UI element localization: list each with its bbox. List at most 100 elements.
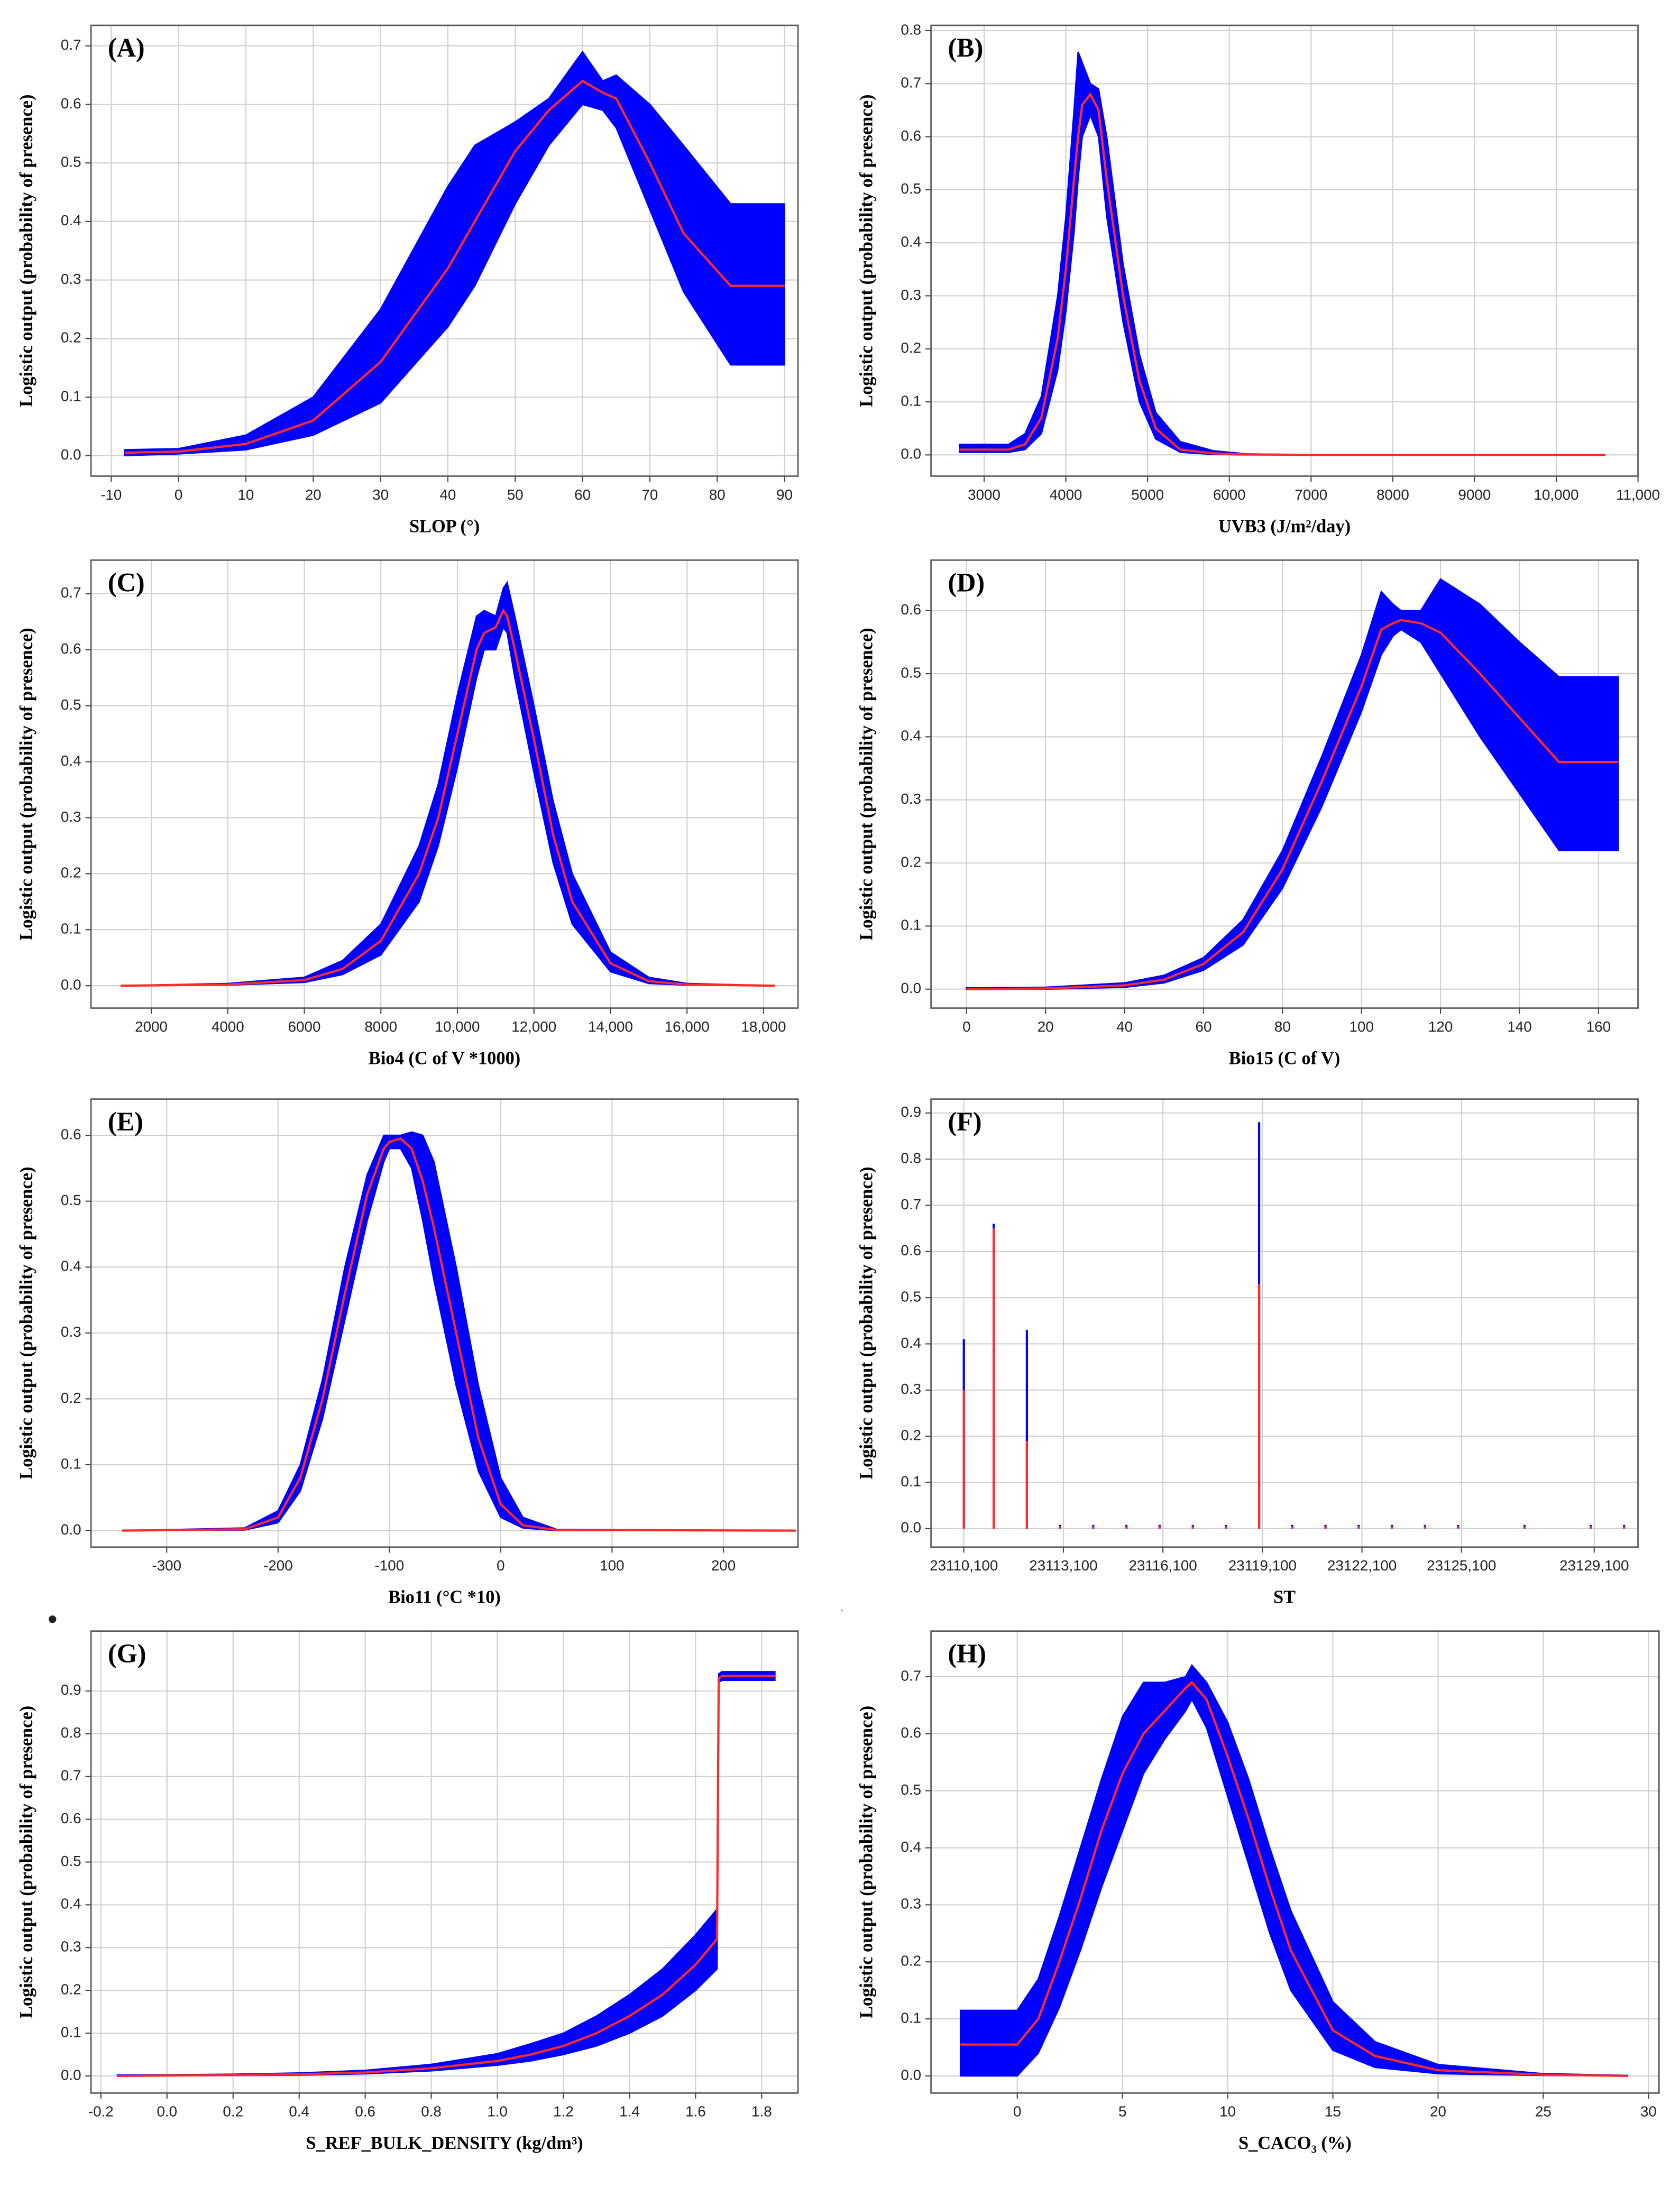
mean-line	[124, 79, 785, 454]
stray-comma: ,	[840, 1600, 844, 1614]
plot-frame	[90, 1098, 799, 1548]
x-tick-label: 23110,100	[930, 1557, 998, 1574]
x-tick-label: 160	[1586, 1018, 1611, 1035]
y-tick-label: 0.3	[61, 1938, 81, 1955]
x-tick-label: 20	[1430, 2103, 1446, 2120]
x-tick-label: 0	[1013, 2103, 1021, 2120]
y-tick-label: 0.0	[901, 980, 921, 996]
y-tick-label: 0.2	[61, 1981, 81, 1998]
y-tick-label: 0.1	[61, 2024, 81, 2040]
x-tick-label: 7000	[1295, 486, 1327, 503]
confidence-band	[966, 578, 1619, 990]
y-tick-label: 0.0	[901, 1519, 921, 1536]
x-axis-label: UVB3 (J/m²/day)	[1218, 516, 1351, 536]
y-tick-label: 0.4	[61, 212, 81, 228]
y-tick-label: 0.6	[61, 95, 81, 112]
x-axis-label: Bio4 (C of V *1000)	[369, 1048, 520, 1068]
chart-panel: 0 5 10 15 20 25 30 0.0 0.1 0.2 0.3 0.4 0.5 0.6 0.7 (H) S…	[856, 1630, 1660, 2153]
y-tick-label: 0.1	[901, 1473, 921, 1490]
panel-label: (A)	[108, 33, 145, 62]
y-tick-label: 0.7	[901, 1667, 921, 1684]
x-tick-label: 3000	[968, 486, 1000, 503]
y-tick-label: 0.5	[61, 696, 81, 713]
x-tick-label: -300	[152, 1557, 181, 1574]
x-tick-label: 60	[1196, 1018, 1212, 1035]
y-tick-label: 0.7	[61, 584, 81, 601]
y-tick-label: 0.2	[901, 1953, 921, 1969]
y-tick-label: 0.4	[61, 1896, 81, 1912]
plot-frame	[90, 559, 799, 1009]
y-tick-label: 0.1	[901, 917, 921, 933]
x-tick-label: 1.2	[553, 2103, 574, 2120]
mean-line	[966, 619, 1619, 990]
x-tick-label: 23129,100	[1559, 1557, 1629, 1574]
x-tick-label: -200	[263, 1557, 293, 1574]
y-tick-label: 0.2	[61, 329, 81, 346]
x-axis-label: S_REF_BULK_DENSITY (kg/dm³)	[306, 2133, 583, 2153]
x-tick-label: 1.8	[751, 2103, 772, 2120]
panel-label: (C)	[108, 568, 145, 598]
plot-frame	[930, 1630, 1660, 2094]
x-tick-label: 18,000	[741, 1018, 786, 1035]
y-tick-label: 0.6	[61, 1810, 81, 1826]
plot-frame	[930, 1098, 1639, 1548]
plot-area	[931, 1099, 1638, 1547]
x-tick-label: 0	[962, 1018, 970, 1035]
x-tick-label: 0.0	[157, 2103, 177, 2120]
x-tick-label: 23119,100	[1228, 1557, 1297, 1574]
plot-frame	[90, 24, 799, 477]
x-tick-label: 200	[711, 1557, 736, 1574]
panel-label: (B)	[948, 33, 983, 62]
x-tick-label: 40	[439, 486, 456, 503]
x-tick-label: 80	[1274, 1018, 1291, 1035]
x-tick-label: 12,000	[511, 1018, 556, 1035]
x-tick-label: 140	[1507, 1018, 1531, 1035]
y-tick-label: 0.8	[61, 1724, 81, 1741]
y-tick-label: 0.0	[901, 2066, 921, 2083]
y-axis-label: Logistic output (probability of presence…	[856, 1706, 876, 2018]
y-tick-label: 0.4	[901, 1335, 921, 1351]
y-tick-label: 0.1	[61, 1455, 81, 1472]
y-tick-label: 0.5	[901, 1781, 921, 1798]
y-tick-label: 0.3	[901, 287, 921, 303]
chart-panel: 2000 4000 6000 8000 10,000 12,000 14,000 16,000…	[16, 559, 799, 1068]
x-tick-label: 60	[574, 486, 591, 503]
chart-panel: -0.2 0.0 0.2 0.4 0.6 0.8 1.0 1.2 1.4 1.6 1.8 0.0 0.1…	[16, 1630, 799, 2153]
y-tick-label: 0.6	[901, 127, 921, 144]
y-tick-label: 0.3	[901, 791, 921, 807]
x-tick-label: 0.6	[355, 2103, 375, 2120]
x-tick-label: 50	[507, 486, 524, 503]
x-tick-label: -0.2	[88, 2103, 114, 2120]
x-axis-label: Bio11 (°C *10)	[388, 1587, 501, 1607]
y-tick-label: 0.0	[61, 446, 81, 463]
x-tick-label: 70	[641, 486, 658, 503]
x-tick-label: 23122,100	[1327, 1557, 1397, 1574]
plot-frame	[930, 559, 1639, 1009]
chart-panel: 0 20 40 60 80 100 120 140 160 0.0 0.1 0.2 0.3 0.4 0.5 0…	[856, 559, 1639, 1068]
y-tick-label: 0.7	[61, 36, 81, 53]
mean-line	[117, 1675, 775, 2078]
x-tick-label: -100	[375, 1557, 405, 1574]
x-tick-label: 100	[600, 1557, 624, 1574]
mean-line	[959, 92, 1605, 456]
x-tick-label: 16,000	[665, 1018, 710, 1035]
y-axis-label: Logistic output (probability of presence…	[856, 628, 876, 940]
confidence-band	[124, 50, 785, 457]
panel-label: (F)	[948, 1107, 981, 1136]
chart-panel: 23110,100 23113,100 23116,100 23119,100 2312…	[856, 1098, 1639, 1607]
y-tick-label: 0.2	[901, 339, 921, 356]
x-tick-label: 80	[709, 486, 726, 503]
y-tick-label: 0.2	[901, 1427, 921, 1444]
y-tick-label: 0.2	[61, 1390, 81, 1406]
y-axis-label: Logistic output (probability of presence…	[16, 628, 36, 940]
y-tick-label: 0.8	[901, 1150, 921, 1166]
x-tick-label: 20	[1038, 1018, 1054, 1035]
x-tick-label: 0	[175, 486, 182, 503]
y-tick-label: 0.5	[61, 1853, 81, 1869]
y-tick-label: 0.8	[901, 21, 921, 38]
y-tick-label: 0.5	[901, 664, 921, 681]
y-tick-label: 0.4	[61, 752, 81, 769]
y-tick-label: 0.3	[901, 1381, 921, 1397]
mean-line	[121, 608, 775, 987]
